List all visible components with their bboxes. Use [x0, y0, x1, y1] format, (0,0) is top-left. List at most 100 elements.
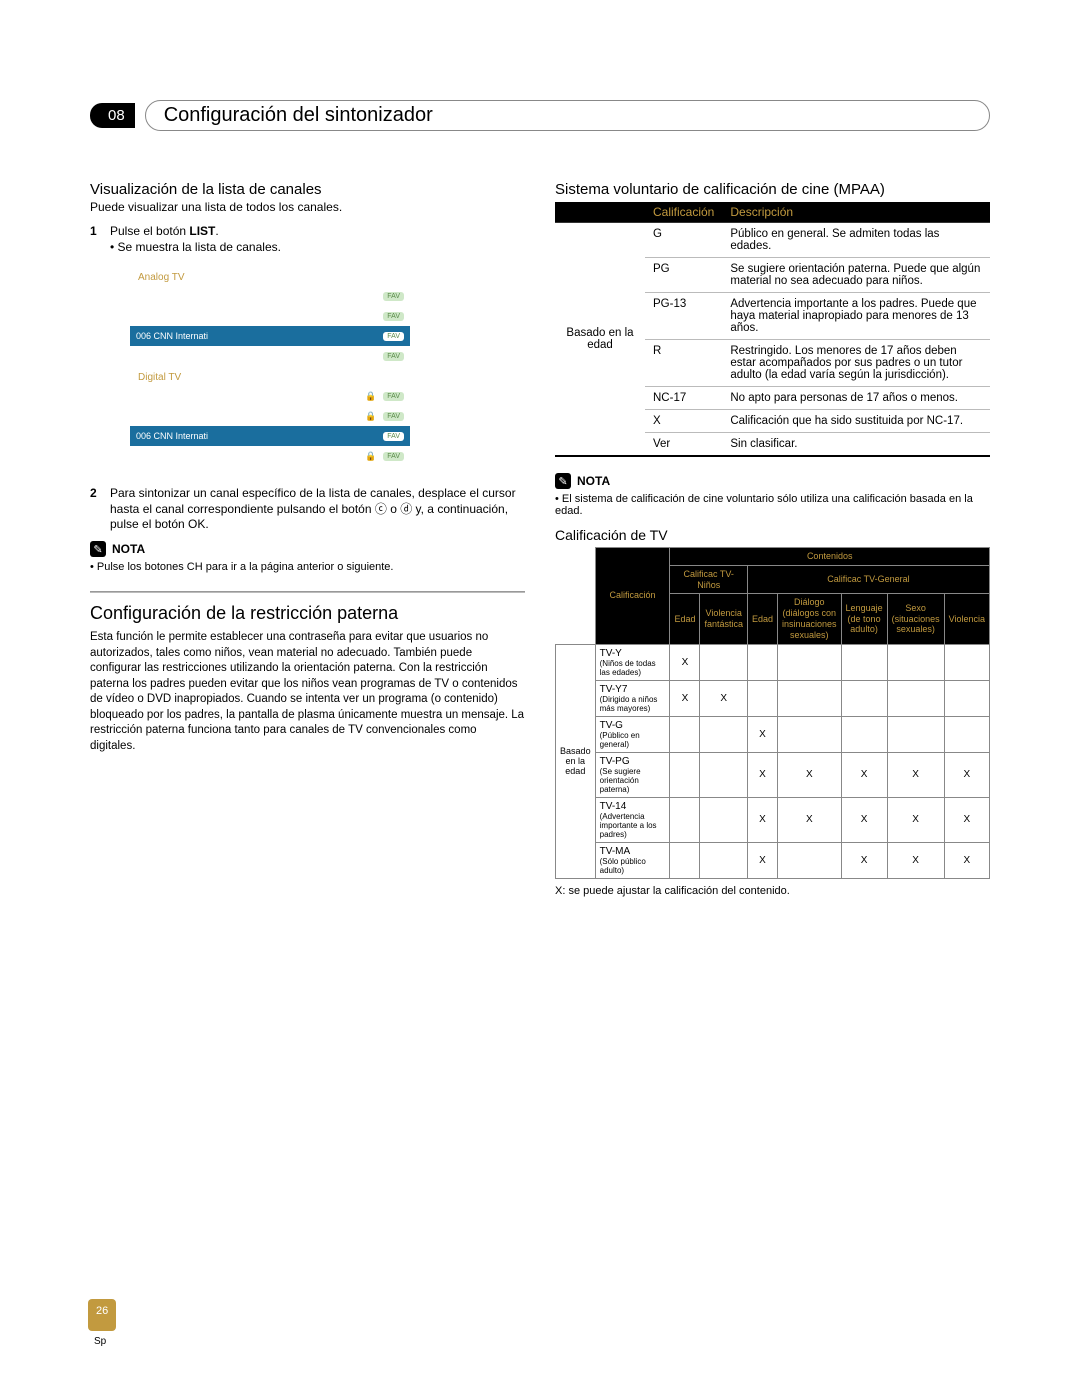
tv-row-heading: TV-Y7(Dirigido a niños más mayores)	[595, 680, 670, 716]
channel-list-figure: Analog TV FAV FAV 006 CNN InternatiFAV F…	[130, 272, 410, 466]
table-row: Basado en la edadGPúblico en general. Se…	[555, 223, 990, 258]
list-item-selected: 006 CNN InternatiFAV	[130, 426, 410, 446]
left-column: Visualización de la lista de canales Pue…	[90, 181, 525, 897]
mpaa-heading: Sistema voluntario de calificación de ci…	[555, 181, 990, 198]
tv-cell	[670, 752, 700, 797]
tv-rating-heading: Calificación de TV	[555, 527, 990, 543]
tv-col-contents: Contenidos	[670, 548, 990, 566]
tv-cell: X	[887, 842, 944, 878]
tv-cell: X	[747, 797, 777, 842]
mpaa-col-rating: Calificación	[645, 202, 722, 223]
lock-icon: 🔒	[365, 451, 376, 462]
mpaa-rating-cell: NC-17	[645, 387, 722, 410]
tv-cell	[944, 680, 989, 716]
mpaa-basis-cell: Basado en la edad	[555, 223, 645, 457]
list-item: FAV	[130, 286, 410, 306]
chapter-number: 08	[90, 103, 135, 128]
tv-cell: X	[944, 797, 989, 842]
tv-cell	[841, 716, 887, 752]
list-item: 🔒FAV	[130, 406, 410, 426]
tv-cell: X	[747, 716, 777, 752]
step-1: 1 Pulse el botón LIST. • Se muestra la l…	[90, 224, 525, 262]
tv-cell	[747, 680, 777, 716]
tv-cell	[944, 716, 989, 752]
lock-icon: 🔒	[365, 391, 376, 402]
tv-row-heading: TV-PG(Se sugiere orientación paterna)	[595, 752, 670, 797]
note-1: ✎ NOTA	[90, 541, 525, 557]
tv-rating-footnote: X: se puede ajustar la calificación del …	[555, 885, 990, 897]
tv-cell: X	[841, 842, 887, 878]
table-row: TV-PG(Se sugiere orientación paterna) X X X…	[556, 752, 990, 797]
mpaa-table: Calificación Descripción Basado en la ed…	[555, 202, 990, 457]
right-column: Sistema voluntario de calificación de ci…	[555, 181, 990, 897]
tv-cell	[778, 716, 842, 752]
tv-cell: X	[841, 797, 887, 842]
mpaa-rating-cell: X	[645, 410, 722, 433]
mpaa-rating-cell: PG	[645, 258, 722, 293]
mpaa-rating-cell: PG-13	[645, 293, 722, 340]
tv-cell	[700, 644, 748, 680]
tv-basis-cell: Basado en la edad	[556, 644, 596, 878]
tv-cell	[700, 797, 748, 842]
tv-cell	[700, 842, 748, 878]
table-row: TV-G(Público en general) X	[556, 716, 990, 752]
note-icon: ✎	[90, 541, 106, 557]
divider	[90, 591, 525, 593]
mpaa-desc-cell: Restringido. Los menores de 17 años debe…	[722, 340, 990, 387]
tv-cell	[778, 644, 842, 680]
table-row: TV-14(Advertencia importante a los padre…	[556, 797, 990, 842]
note-2: ✎ NOTA	[555, 473, 990, 489]
page-number: 26	[88, 1299, 116, 1331]
lock-icon: 🔒	[365, 411, 376, 422]
step-2: 2 Para sintonizar un canal específico de…	[90, 486, 525, 531]
tv-cell	[887, 716, 944, 752]
view-channels-heading: Visualización de la lista de canales	[90, 181, 525, 198]
mpaa-desc-cell: Público en general. Se admiten todas las…	[722, 223, 990, 258]
page-language: Sp	[94, 1336, 106, 1347]
tv-cell	[778, 842, 842, 878]
note-2-text: • El sistema de calificación de cine vol…	[555, 493, 990, 517]
tv-cell	[747, 644, 777, 680]
parental-heading: Configuración de la restricción paterna	[90, 603, 525, 624]
tv-cell	[670, 716, 700, 752]
parental-body: Esta función le permite establecer una c…	[90, 630, 525, 754]
tv-cell: X	[747, 752, 777, 797]
tv-col-rating: Calificación	[595, 548, 670, 645]
tv-cell: X	[778, 797, 842, 842]
tv-cell: X	[887, 797, 944, 842]
mpaa-desc-cell: Se sugiere orientación paterna. Puede qu…	[722, 258, 990, 293]
tv-cell	[778, 680, 842, 716]
chapter-title: Configuración del sintonizador	[164, 104, 971, 127]
tv-row-heading: TV-Y(Niños de todas las edades)	[595, 644, 670, 680]
list-item: FAV	[130, 306, 410, 326]
mpaa-rating-cell: R	[645, 340, 722, 387]
note-icon: ✎	[555, 473, 571, 489]
tv-cell	[841, 680, 887, 716]
tv-cell: X	[670, 680, 700, 716]
tv-cell: X	[670, 644, 700, 680]
tv-group-general: Calificac TV-General	[747, 565, 989, 594]
table-row: TV-Y7(Dirigido a niños más mayores)XX	[556, 680, 990, 716]
tv-row-heading: TV-G(Público en general)	[595, 716, 670, 752]
tv-cell	[944, 644, 989, 680]
tv-cell	[670, 797, 700, 842]
mpaa-desc-cell: Calificación que ha sido sustituida por …	[722, 410, 990, 433]
list-item: 🔒FAV	[130, 446, 410, 466]
digital-tv-label: Digital TV	[138, 372, 410, 383]
list-item-selected: 006 CNN InternatiFAV	[130, 326, 410, 346]
tv-cell: X	[944, 752, 989, 797]
tv-cell: X	[841, 752, 887, 797]
tv-cell: X	[700, 680, 748, 716]
mpaa-desc-cell: No apto para personas de 17 años o menos…	[722, 387, 990, 410]
tv-cell	[700, 752, 748, 797]
tv-cell	[670, 842, 700, 878]
tv-cell	[841, 644, 887, 680]
chapter-header: 08 Configuración del sintonizador	[90, 100, 990, 131]
tv-row-heading: TV-14(Advertencia importante a los padre…	[595, 797, 670, 842]
table-row: Basado en la edadTV-Y(Niños de todas las…	[556, 644, 990, 680]
step-1-bullet: • Se muestra la lista de canales.	[110, 240, 525, 254]
mpaa-rating-cell: Ver	[645, 433, 722, 457]
list-item: 🔒FAV	[130, 386, 410, 406]
tv-cell	[700, 716, 748, 752]
note-1-text: • Pulse los botones CH para ir a la pági…	[90, 561, 525, 573]
